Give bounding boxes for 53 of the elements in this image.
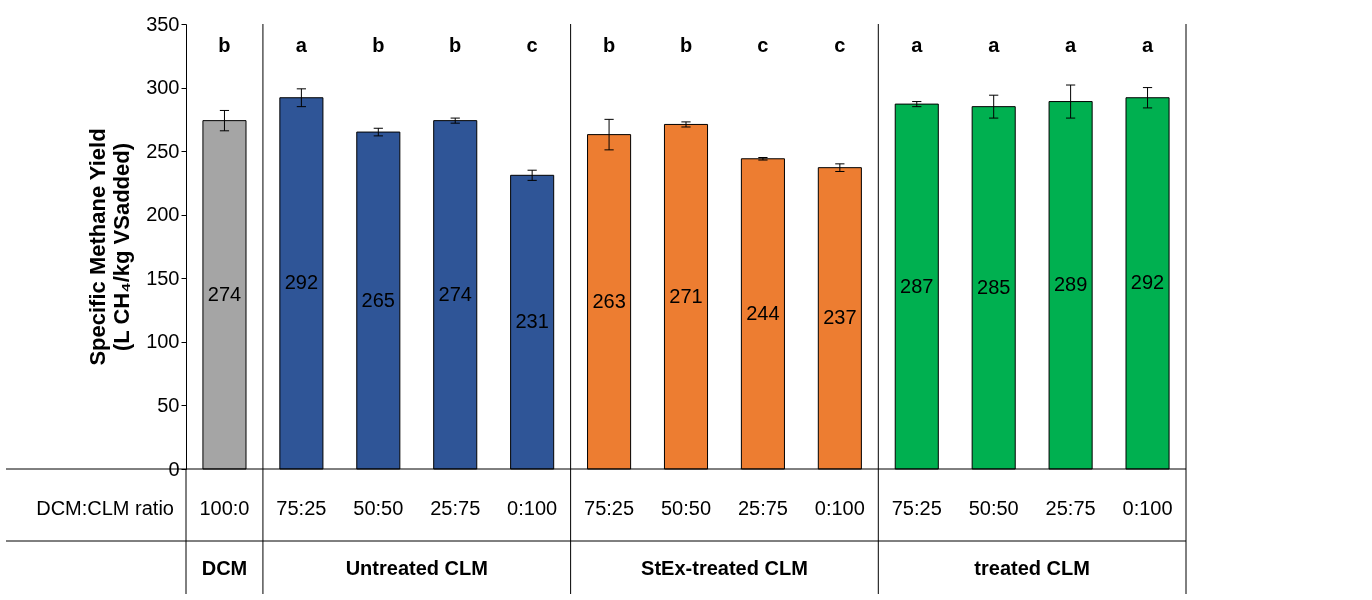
annotation: c <box>757 34 769 56</box>
annotation: a <box>911 34 924 56</box>
y-tick-label: 350 <box>146 12 180 35</box>
annotation: b <box>679 34 693 56</box>
y-tick-label: 200 <box>146 203 180 226</box>
text: Untreated CLM <box>345 557 488 579</box>
x-tick-label: 75:25 <box>584 497 635 519</box>
text: treated CLM <box>974 557 1090 579</box>
y-axis-title: Specific Methane Yield (L CH₄/kg VSadded) <box>85 128 135 366</box>
data-label: 292 <box>1130 271 1165 294</box>
x-tick-label: 25:75 <box>737 497 788 519</box>
y-tick-label: 0 <box>168 457 180 480</box>
annotation: b <box>602 34 616 56</box>
x-tick-label: 25:75 <box>1045 497 1096 519</box>
x-tick-label: 100:0 <box>199 497 250 519</box>
y-tick-label: 50 <box>157 393 180 416</box>
data-label: 237 <box>823 306 857 329</box>
x-tick-label: 75:25 <box>891 497 942 519</box>
data-label: 287 <box>900 274 934 297</box>
y-tick-label: 100 <box>146 330 180 353</box>
data-label: 289 <box>1053 273 1088 296</box>
annotation: c <box>834 34 846 56</box>
data-label: 265 <box>361 288 395 311</box>
text: StEx-treated CLM <box>641 557 808 579</box>
annotation: a <box>295 34 308 56</box>
y-tick-label: 300 <box>146 76 180 99</box>
data-label: 244 <box>746 301 780 324</box>
data-label: 271 <box>669 284 703 307</box>
y-tick-label: 150 <box>146 266 180 289</box>
annotation: a <box>988 34 1001 56</box>
text: DCM <box>201 557 248 579</box>
annotation: c <box>526 34 538 56</box>
x-tick-label: 0:100 <box>1122 497 1173 519</box>
data-label: 274 <box>207 282 242 305</box>
data-label: 231 <box>515 310 549 333</box>
x-tick-label: 50:50 <box>968 497 1019 519</box>
text: DCM:CLM ratio <box>36 497 174 519</box>
annotation: a <box>1141 34 1154 56</box>
x-tick-label: 50:50 <box>353 497 404 519</box>
data-label: 292 <box>284 271 319 294</box>
data-label: 263 <box>592 289 626 312</box>
x-tick-label: 50:50 <box>660 497 712 519</box>
x-tick-label: 0:100 <box>507 497 558 519</box>
x-tick-label: 25:75 <box>430 497 481 519</box>
annotation: b <box>218 34 231 56</box>
x-tick-label: 75:25 <box>276 497 327 519</box>
annotation: a <box>1065 34 1078 56</box>
data-label: 274 <box>438 282 472 305</box>
data-label: 285 <box>977 275 1011 298</box>
y-tick-label: 250 <box>146 139 180 162</box>
x-tick-label: 0:100 <box>814 497 865 519</box>
annotation: b <box>449 34 462 56</box>
annotation: b <box>372 34 385 56</box>
